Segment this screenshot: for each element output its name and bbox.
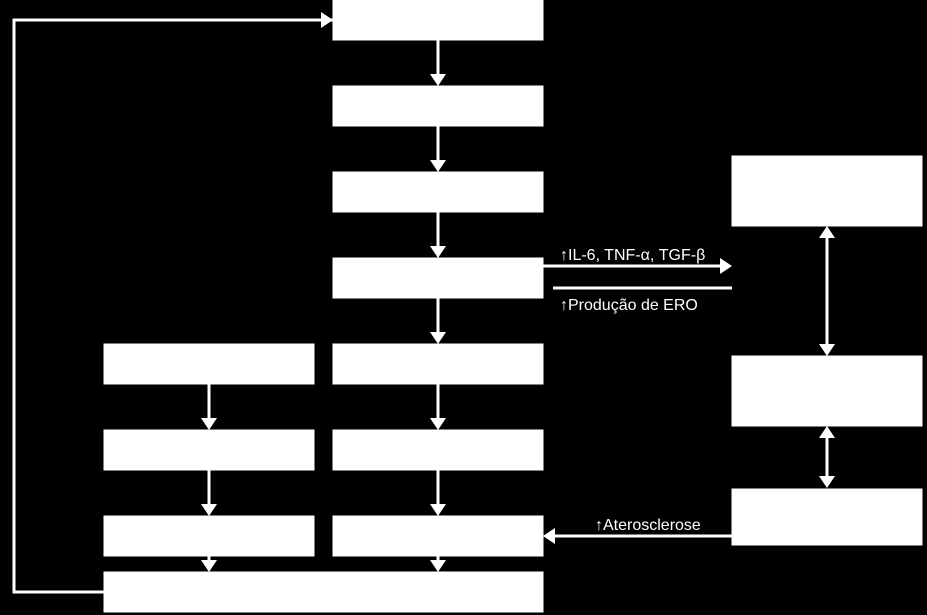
edge-label-top: ↑IL-6, TNF-α, TGF-β: [560, 247, 705, 264]
node-a: [333, 0, 543, 40]
node-l1: [104, 344, 314, 384]
node-c: [333, 172, 543, 212]
node-d: [333, 258, 543, 298]
node-b: [333, 86, 543, 126]
arrow: [14, 20, 333, 592]
node-l3: [104, 516, 314, 556]
node-l2: [104, 430, 314, 470]
node-e: [333, 344, 543, 384]
node-r1: [732, 156, 922, 226]
node-r2: [732, 356, 922, 426]
node-h: [104, 572, 543, 612]
node-f: [333, 430, 543, 470]
edge-label-bot: ↑Produção de ERO: [560, 297, 698, 314]
node-r3: [732, 489, 922, 545]
edge-label-ater: ↑Aterosclerose: [595, 517, 701, 534]
node-g: [333, 516, 543, 556]
